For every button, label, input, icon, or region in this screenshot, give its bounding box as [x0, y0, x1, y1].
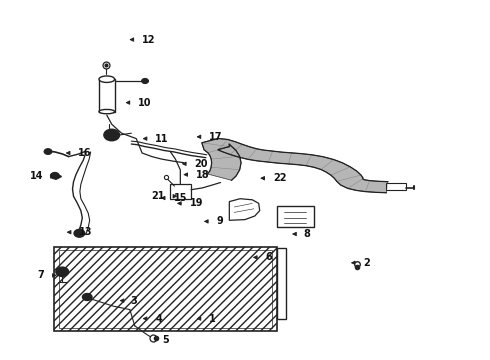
Bar [386, 183, 406, 190]
Text: 17: 17 [209, 132, 223, 142]
Text: 8: 8 [304, 229, 311, 239]
Ellipse shape [99, 109, 115, 114]
Text: 6: 6 [266, 252, 272, 262]
Bar [59, 250, 272, 328]
Circle shape [82, 293, 92, 301]
Text: 10: 10 [138, 98, 152, 108]
Circle shape [44, 149, 52, 154]
Bar [277, 248, 286, 319]
Text: 22: 22 [273, 173, 287, 183]
Text: 15: 15 [173, 193, 187, 203]
Circle shape [142, 78, 148, 84]
Text: 21: 21 [151, 191, 165, 201]
Bar [99, 79, 115, 112]
Text: 19: 19 [190, 198, 203, 208]
Text: 13: 13 [79, 227, 93, 237]
Circle shape [50, 172, 59, 179]
Text: 18: 18 [196, 170, 210, 180]
Text: 1: 1 [209, 314, 216, 324]
Text: 4: 4 [155, 314, 162, 324]
Text: 12: 12 [142, 35, 156, 45]
Circle shape [74, 229, 85, 237]
Circle shape [56, 267, 69, 276]
Polygon shape [229, 199, 260, 220]
Text: 9: 9 [217, 216, 223, 226]
Bar [54, 247, 277, 331]
Text: 20: 20 [195, 159, 208, 169]
Circle shape [104, 129, 120, 141]
Text: 3: 3 [131, 296, 138, 306]
Text: 7: 7 [38, 270, 45, 280]
Ellipse shape [99, 76, 115, 82]
Bar [170, 184, 191, 199]
Text: 5: 5 [163, 335, 170, 345]
Polygon shape [202, 139, 388, 193]
Bar [277, 206, 314, 227]
Text: 11: 11 [155, 134, 169, 144]
Circle shape [59, 270, 65, 274]
Text: 16: 16 [78, 148, 92, 158]
Text: 14: 14 [29, 171, 43, 181]
Text: 2: 2 [364, 258, 370, 268]
